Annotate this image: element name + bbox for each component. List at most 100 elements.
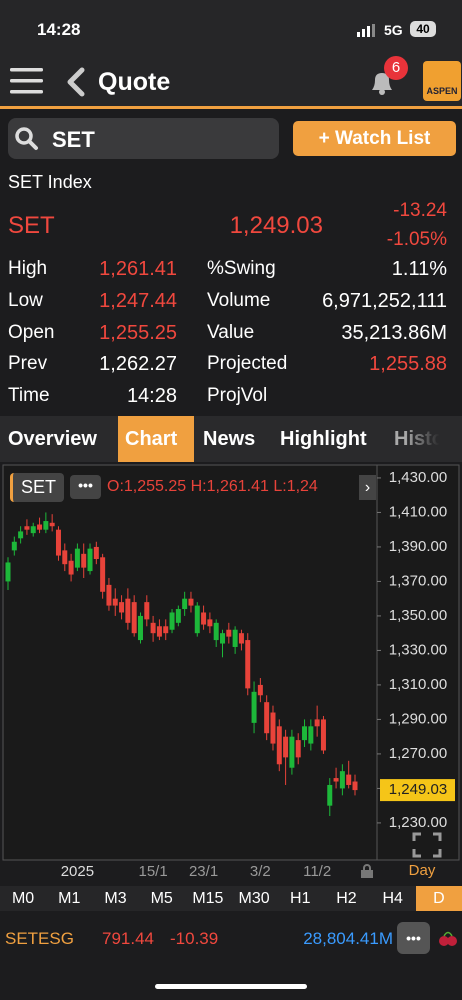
y-tick-label: 1,290.00 [389,710,447,727]
y-tick-label: 1,230.00 [389,814,447,831]
page-title: Quote [98,68,171,96]
candle-body [270,712,276,744]
candle-body [264,702,270,734]
timeframe[interactable]: M5 [150,890,173,907]
field-label: Projected [207,353,288,375]
ticker-more[interactable]: ••• [397,922,430,954]
candle-body [156,626,162,637]
candle-body [295,740,301,758]
tab[interactable]: Highlight [280,428,367,450]
candle-body [182,598,188,610]
candle-body [68,560,74,575]
field-label: %Swing [207,258,276,279]
candle-body [11,541,17,551]
ticker-value: 28,804.41M [303,929,393,948]
search-icon [15,127,38,150]
field-label: High [8,258,48,279]
candle-body [5,562,11,582]
candle-body [220,633,226,644]
tab[interactable]: News [203,428,256,450]
x-tick-label: 11/2 [303,863,331,880]
y-tick-label: 1,430.00 [389,469,447,486]
candle-body [24,526,30,530]
quote-name: SET Index [8,172,92,192]
field-value: 1,255.88 [369,353,447,376]
candle-body [352,781,358,791]
expand-icon[interactable] [412,832,442,858]
bell-icon[interactable] [368,68,396,96]
timeframe[interactable]: H2 [336,890,357,907]
candle-body [188,598,194,606]
y-tick-label: 1,350.00 [389,607,447,624]
candle-body [30,526,36,534]
tab[interactable]: Chart [125,428,178,450]
candle-body [87,548,93,572]
last-price-label: 1,249.03 [389,781,447,798]
candle-body [302,726,308,741]
menu-button[interactable] [10,66,44,96]
candle-body [169,612,175,630]
tabs: OverviewChartNewsHighlightHistor [0,416,462,462]
field-label: Value [207,321,255,343]
field-value: 1,255.25 [99,321,177,344]
timeframe[interactable]: M30 [238,890,270,907]
timeframe[interactable]: H1 [290,890,311,907]
y-tick-label: 1,270.00 [389,745,447,762]
candle-body [93,546,99,560]
watchlist-button[interactable]: + Watch List [293,121,456,156]
battery: 40 [410,21,436,37]
field-label: Volume [207,289,271,311]
candle-body [175,609,181,623]
ohlc-info: O:1,255.25 H:1,261.41 L:1,24 [107,478,318,495]
cherry-icon [439,931,457,946]
back-button[interactable] [64,67,88,97]
candle-body [43,521,49,530]
tab[interactable]: Overview [8,428,97,450]
candle-body [125,598,131,623]
x-tick-label: 23/1 [189,863,218,880]
ticker-symbol: SETESG [5,929,74,948]
y-tick-label: 1,390.00 [389,538,447,555]
candle-body [320,719,326,751]
candle-body [131,602,137,634]
y-tick-label: 1,370.00 [389,572,447,589]
candle-body [213,622,219,641]
y-tick-label: 1,410.00 [389,503,447,520]
candle-body [49,522,55,527]
timeframe[interactable]: M3 [104,890,127,907]
logo[interactable]: ASPEN [423,61,461,101]
candle-body [74,548,80,568]
chart-symbol[interactable]: SET [10,473,64,502]
badge: 6 [384,56,408,80]
candle-body [226,629,232,637]
ticker-last: 791.44 [102,929,154,948]
x-tick-label: 3/2 [250,863,271,880]
candle-body [106,584,112,606]
field-value: 6,971,252,111 [322,289,447,312]
candle-body [245,640,251,689]
chart-more[interactable]: ••• [70,475,101,499]
candle-body [283,736,289,758]
quote-change: -13.24 [393,200,447,221]
field-value: 1,261.41 [99,258,177,280]
candle-body [333,778,339,782]
signal-icon [357,24,375,37]
timeframe-bar [0,886,462,911]
timeframe[interactable]: H4 [382,890,403,907]
lock-icon [361,864,373,878]
candle-body [232,629,238,647]
timeframe[interactable]: M1 [58,890,81,907]
timeframe[interactable]: M15 [192,890,224,907]
field-value: 14:28 [126,385,177,408]
search-box[interactable] [8,118,279,159]
timeframe[interactable]: D [415,886,462,911]
candle-body [327,784,333,806]
quote-symbol: SET [8,212,55,239]
info-next[interactable]: › [359,475,376,500]
search-text: SET [52,127,95,152]
candle-body [119,602,125,613]
header-rule [0,106,462,109]
timeframe[interactable]: M0 [11,890,35,907]
quote-last: 1,249.03 [229,212,323,239]
